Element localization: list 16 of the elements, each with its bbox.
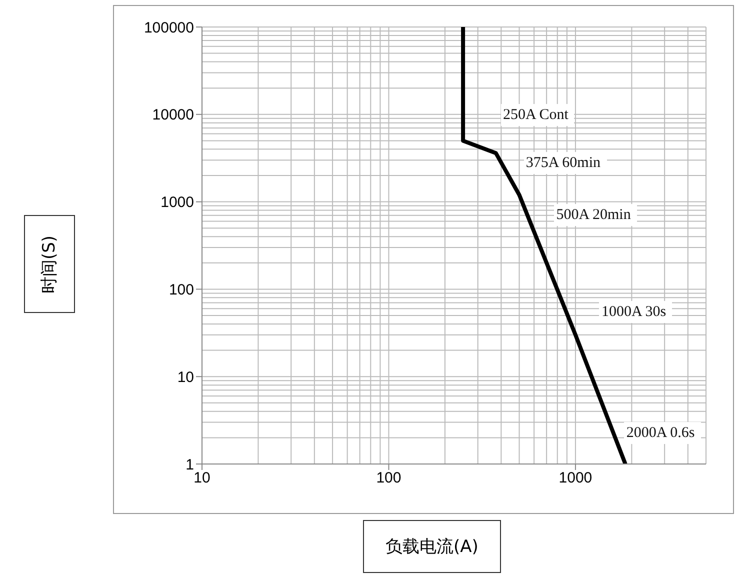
annotation: 500A 20min [554,204,637,226]
y-tick-label: 10000 [152,106,194,124]
y-axis-title: 时间(S) [39,234,61,294]
annotation: 250A Cont [501,104,574,126]
x-tick-label: 1000 [558,470,592,487]
annotation: 2000A 0.6s [624,422,701,444]
x-tick-label: 10 [194,470,210,487]
y-tick-label: 100 [168,282,194,299]
annotation: 1000A 30s [599,300,672,323]
y-tick-label: 100000 [144,19,194,36]
annotation: 375A 60min [524,152,607,174]
y-tick-label: 1 [186,456,194,474]
x-axis-title: 负载电流(A) [363,520,501,573]
y-tick-label: 10 [177,368,194,386]
y-tick-label: 1000 [160,194,194,212]
x-tick-label: 100 [376,470,402,487]
